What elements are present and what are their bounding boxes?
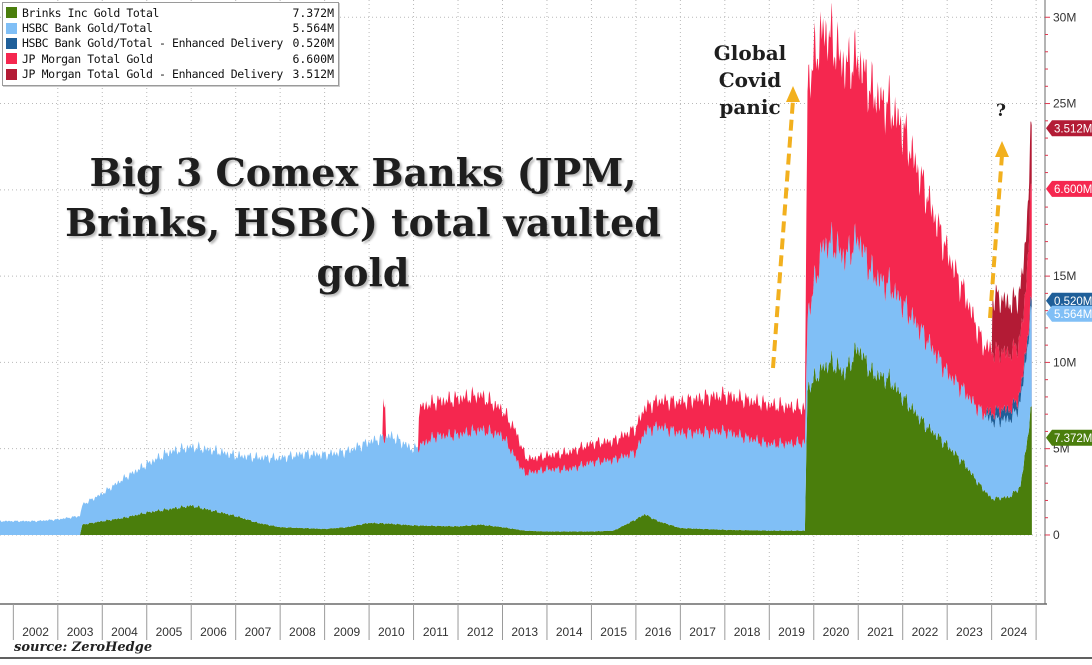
legend: Brinks Inc Gold Total 7.372M HSBC Bank G… <box>2 2 339 86</box>
series-areas <box>0 3 1032 536</box>
last-value-tag: 3.512M <box>1046 120 1092 137</box>
legend-item-hsbc-enhanced: HSBC Bank Gold/Total - Enhanced Delivery… <box>6 36 334 51</box>
x-tick-label: 2021 <box>867 625 894 639</box>
x-tick-label: 2004 <box>111 625 138 639</box>
x-tick-label: 2005 <box>156 625 183 639</box>
question-annotation: ? <box>996 101 1006 121</box>
annotation-line: panic <box>719 95 781 119</box>
legend-item-hsbc: HSBC Bank Gold/Total 5.564M <box>6 20 334 35</box>
x-tick-label: 2015 <box>600 625 627 639</box>
y-tick-label: 10M <box>1053 355 1076 369</box>
x-tick-label: 2009 <box>333 625 360 639</box>
legend-value: 3.512M <box>292 67 334 82</box>
x-tick-label: 2020 <box>823 625 850 639</box>
question-arrow <box>988 141 1009 319</box>
last-value-label: 6.600M <box>1054 184 1092 196</box>
legend-label: HSBC Bank Gold/Total <box>22 21 153 36</box>
legend-item-jpm-enhanced: JP Morgan Total Gold - Enhanced Delivery… <box>6 67 334 82</box>
legend-swatch <box>6 22 17 34</box>
x-tick-label: 2018 <box>734 625 761 639</box>
source-credit: source: ZeroHedge <box>14 640 153 655</box>
last-value-label: 0.520M <box>1054 296 1092 308</box>
x-tick-label: 2023 <box>956 625 983 639</box>
x-tick-label: 2011 <box>423 625 449 639</box>
x-tick-label: 2016 <box>645 625 672 639</box>
annotation-arrows <box>771 86 1009 369</box>
x-tick-label: 2010 <box>378 625 405 639</box>
area-brinks <box>0 340 1032 535</box>
last-value-label: 3.512M <box>1054 123 1092 135</box>
x-tick-label: 2022 <box>912 625 939 639</box>
x-tick-label: 2024 <box>1001 625 1028 639</box>
x-tick-label: 2003 <box>67 625 94 639</box>
legend-value: 0.520M <box>292 36 334 51</box>
last-value-label: 5.564M <box>1054 309 1092 321</box>
y-tick-label: 15M <box>1053 269 1076 283</box>
area-hsbc <box>0 221 1032 536</box>
last-value-tag: 5.564M <box>1046 305 1092 322</box>
last-value-tag: 0.520M <box>1046 292 1092 309</box>
chart-title: Big 3 Comex Banks (JPM, Brinks, HSBC) to… <box>65 150 661 295</box>
x-tick-label: 2019 <box>778 625 805 639</box>
y-tick-label: 25M <box>1053 97 1076 111</box>
legend-value: 5.564M <box>292 21 334 36</box>
x-tick-label: 2007 <box>245 625 272 639</box>
x-tick-label: 2002 <box>22 625 49 639</box>
legend-label: JP Morgan Total Gold - Enhanced Delivery <box>22 67 283 82</box>
y-tick-label: 30M <box>1053 10 1076 24</box>
legend-value: 6.600M <box>292 51 334 66</box>
y-tick-label: 0 <box>1053 528 1060 542</box>
last-value-tag: 6.600M <box>1046 180 1092 197</box>
legend-item-jpm: JP Morgan Total Gold 6.600M <box>6 51 334 66</box>
x-tick-label: 2012 <box>467 625 494 639</box>
last-value-tag: 7.372M <box>1046 429 1092 446</box>
legend-label: JP Morgan Total Gold <box>22 51 153 66</box>
legend-swatch <box>6 37 17 49</box>
annotation-line: Covid <box>718 68 782 92</box>
covid-arrow <box>771 86 800 369</box>
x-tick-label: 2014 <box>556 625 583 639</box>
legend-value: 7.372M <box>292 5 334 20</box>
area-jpm <box>0 3 1032 536</box>
legend-item-brinks: Brinks Inc Gold Total 7.372M <box>6 5 334 20</box>
x-tick-label: 2017 <box>689 625 716 639</box>
legend-label: Brinks Inc Gold Total <box>22 5 159 20</box>
legend-swatch <box>6 68 17 80</box>
legend-label: HSBC Bank Gold/Total - Enhanced Delivery <box>22 36 283 51</box>
last-value-label: 7.372M <box>1054 433 1092 445</box>
x-tick-label: 2006 <box>200 625 227 639</box>
x-tick-label: 2013 <box>511 625 538 639</box>
x-tick-label: 2008 <box>289 625 316 639</box>
legend-swatch <box>6 7 17 19</box>
annotation-line: Global <box>713 41 787 65</box>
legend-swatch <box>6 53 17 65</box>
grid <box>0 0 1045 604</box>
covid-annotation: Global Covid panic <box>700 40 800 121</box>
